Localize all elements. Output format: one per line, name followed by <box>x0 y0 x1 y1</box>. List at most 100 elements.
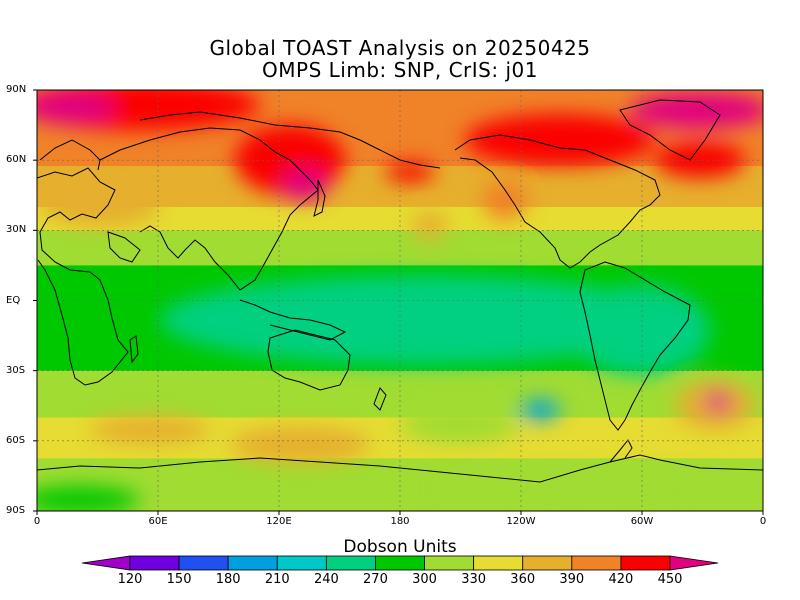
colorbar-max-arrow <box>669 555 719 571</box>
colorbar-tick-label: 360 <box>510 572 536 587</box>
peak-ozone-region <box>37 92 115 124</box>
latitude-band <box>37 224 763 231</box>
latitude-band <box>37 440 763 448</box>
high-ozone-region <box>385 162 435 182</box>
lat-label: 30N <box>6 224 27 235</box>
lat-label: EQ <box>6 295 21 306</box>
graticule <box>37 90 763 511</box>
coastline-japan <box>313 179 326 217</box>
coastline-new-zealand <box>373 387 387 411</box>
latitude-band <box>37 154 763 161</box>
coastline-africa <box>37 167 129 386</box>
colorbar-tick-label: 240 <box>313 572 339 587</box>
peak-ozone-region <box>630 92 763 128</box>
colorbar-tick-label: 210 <box>264 572 290 587</box>
latitude-band <box>37 464 763 471</box>
moderate-ozone-region <box>440 470 760 510</box>
latitude-band <box>37 370 763 378</box>
latitude-band <box>37 364 763 372</box>
latitude-band <box>37 130 763 138</box>
coastline-south-america <box>579 261 691 431</box>
peak-ozone-region <box>704 392 732 412</box>
latitude-band <box>37 230 763 237</box>
lon-label: 60W <box>630 516 654 527</box>
latitude-band <box>37 475 763 483</box>
coastline-islands <box>239 299 347 341</box>
colorbar-tick-label: 300 <box>412 572 437 587</box>
latitude-band <box>37 125 763 132</box>
latitude-band <box>37 189 763 196</box>
colorbar-bin <box>522 555 573 571</box>
coastline-arabia <box>107 231 141 263</box>
colorbar-tick-label: 390 <box>559 572 585 587</box>
latitude-band <box>37 195 763 202</box>
high-ozone-region <box>655 142 745 178</box>
colorbar-bin <box>276 555 327 571</box>
lon-label: 180 <box>390 516 410 527</box>
colorbar-tick-label: 120 <box>117 572 143 587</box>
colorbar-bin <box>473 555 524 571</box>
latitude-band <box>37 446 763 454</box>
low-ozone-region <box>37 486 140 511</box>
lat-label: 90S <box>6 505 26 516</box>
very-low-ozone-region <box>520 400 560 420</box>
lon-label: 0 <box>33 516 41 527</box>
lon-label: 120W <box>506 516 536 527</box>
coastline-antarctica <box>37 454 763 483</box>
latitude-band <box>37 434 763 442</box>
latitude-band <box>37 394 763 401</box>
colorbar-tick-label: 180 <box>215 572 241 587</box>
colorbar-tick-label: 420 <box>608 572 634 587</box>
low-ozone-region <box>160 275 680 365</box>
latitude-band <box>37 481 763 489</box>
high-ozone-region <box>465 114 655 166</box>
latitude-band <box>37 470 763 477</box>
lon-label: 60E <box>148 516 168 527</box>
moderate-ozone-region <box>400 407 520 443</box>
latitude-band <box>37 101 763 109</box>
latitude-band <box>37 259 763 267</box>
latitude-band <box>37 90 763 97</box>
map-title: Global TOAST Analysis on 20250425 <box>209 36 591 60</box>
colorbar-tick-label: 450 <box>657 572 683 587</box>
low-ozone-region <box>570 285 710 375</box>
colorbar-bin <box>325 555 376 571</box>
coastline-north-america <box>454 134 661 269</box>
moderate-ozone-region <box>483 180 527 220</box>
latitude-band <box>37 95 763 103</box>
colorbar-bin <box>178 555 229 571</box>
peak-ozone-region <box>283 169 327 201</box>
colorbar-bin <box>227 555 278 571</box>
colorbar-title: Dobson Units <box>343 537 457 557</box>
latitude-band <box>37 236 763 243</box>
lon-label: 0 <box>759 516 767 527</box>
colorbar-bin <box>424 555 475 571</box>
colorbar-tick-label: 270 <box>363 572 388 587</box>
moderate-ozone-region <box>40 183 160 227</box>
latitude-band <box>37 265 763 272</box>
colorbar-bin <box>571 555 622 571</box>
coastline-greenland <box>619 99 721 161</box>
moderate-ozone-region <box>90 416 210 444</box>
colorbar <box>81 555 719 571</box>
colorbar-bin <box>620 555 671 571</box>
lat-label: 60S <box>6 435 26 446</box>
colorbar-bin <box>129 555 180 571</box>
colorbar-tick-label: 330 <box>461 572 487 587</box>
moderate-ozone-region <box>412 211 448 239</box>
coastlines <box>37 99 763 483</box>
colorbar-tick-label: 150 <box>166 572 192 587</box>
latitude-band <box>37 411 763 419</box>
lon-label: 120E <box>266 516 292 527</box>
latitude-band <box>37 399 763 407</box>
latitude-band <box>37 201 763 208</box>
ozone-field <box>37 90 763 511</box>
latitude-band <box>37 271 763 278</box>
coastline-madagascar <box>129 335 139 364</box>
colorbar-bin <box>375 555 425 571</box>
coastline-australia <box>267 329 351 391</box>
latitude-band <box>37 376 763 383</box>
lat-label: 30S <box>6 365 26 376</box>
coastline-europe <box>39 139 101 171</box>
ozone-features <box>37 90 763 511</box>
